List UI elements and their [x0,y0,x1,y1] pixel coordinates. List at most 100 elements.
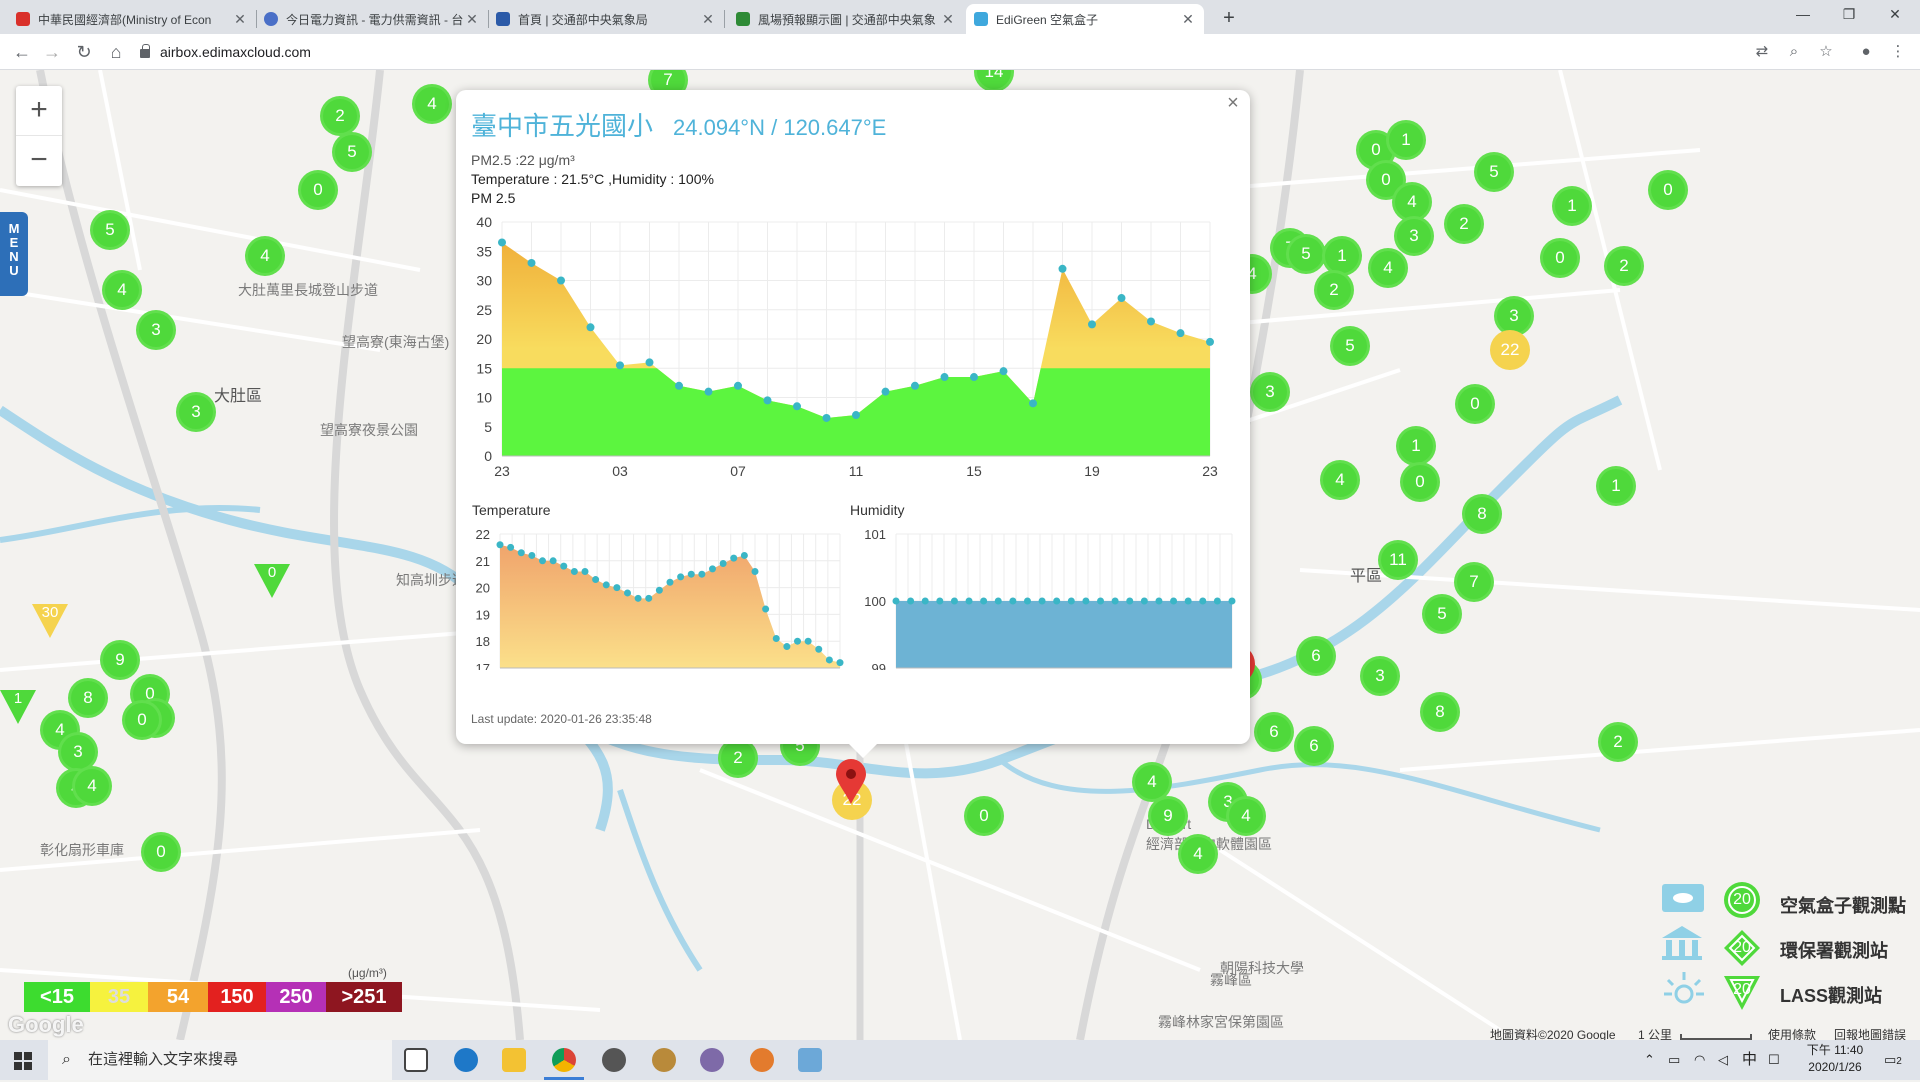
close-tab-icon[interactable]: ✕ [702,10,714,27]
station-cluster[interactable]: 1 [1386,120,1426,160]
volume-icon[interactable]: ◁ [1718,1052,1728,1067]
station-cluster[interactable]: 1 [1596,466,1636,506]
map-pin-icon[interactable] [834,758,868,806]
station-cluster[interactable]: 4 [102,270,142,310]
station-cluster[interactable]: 1 [1396,426,1436,466]
station-cluster[interactable]: 0 [1648,170,1688,210]
station-cluster[interactable]: 5 [332,132,372,172]
zoom-in-button[interactable]: + [16,86,62,136]
lass-station-marker[interactable]: 30 [32,604,68,638]
lass-station-marker[interactable]: 1 [0,690,36,724]
tab-cwb[interactable]: 首頁 | 交通部中央氣象局 ✕ [488,4,724,34]
chrome-icon[interactable] [552,1048,576,1072]
lass-station-marker[interactable]: 0 [254,564,290,598]
battery-icon[interactable]: ▭ [1668,1052,1681,1067]
station-cluster[interactable]: 4 [412,84,452,124]
ime-indicator[interactable]: 中 [1742,1051,1758,1068]
station-cluster[interactable]: 11 [1378,540,1418,580]
station-cluster[interactable]: 9 [1148,796,1188,836]
tab-edigreen[interactable]: EdiGreen 空氣盒子 ✕ [966,4,1204,34]
station-cluster[interactable]: 1 [1552,186,1592,226]
zoom-icon[interactable]: ⌕ [1789,43,1799,60]
station-cluster[interactable]: 7 [1454,562,1494,602]
station-cluster[interactable]: 4 [72,766,112,806]
station-cluster[interactable]: 5 [1474,152,1514,192]
station-cluster[interactable]: 3 [1250,372,1290,412]
app-icon[interactable] [798,1048,822,1072]
station-cluster[interactable]: 4 [1226,796,1266,836]
station-cluster[interactable]: 8 [1420,692,1460,732]
edge-icon[interactable] [454,1048,478,1072]
station-cluster[interactable]: 0 [298,170,338,210]
station-cluster[interactable]: 5 [90,210,130,250]
station-cluster[interactable]: 2 [1604,246,1644,286]
tray-overflow-icon[interactable]: ⌃ [1644,1052,1655,1067]
tab-moea[interactable]: 中華民國經濟部(Ministry of Econ ✕ [8,4,256,34]
station-cluster[interactable]: 6 [1294,726,1334,766]
close-popup-button[interactable]: × [1227,92,1239,114]
report-error-link[interactable]: 回報地圖錯誤 [1834,1028,1907,1042]
station-cluster[interactable]: 2 [718,738,758,778]
station-cluster[interactable]: 3 [176,392,216,432]
tab-taipower[interactable]: 今日電力資訊 - 電力供需資訊 - 台 ✕ [256,4,488,34]
taskbar-search-box[interactable]: ⌕ 在這裡輸入文字來搜尋 [48,1040,392,1080]
station-cluster[interactable]: 4 [1132,762,1172,802]
station-cluster[interactable]: 5 [1286,234,1326,274]
restore-icon[interactable]: ❐ [1842,6,1856,22]
station-cluster[interactable]: 22 [1490,330,1530,370]
station-cluster[interactable]: 4 [1320,460,1360,500]
bookmark-star-icon[interactable]: ☆ [1819,43,1833,60]
station-cluster[interactable]: 0 [1400,462,1440,502]
blender-icon[interactable] [750,1048,774,1072]
station-cluster[interactable]: 4 [1368,248,1408,288]
station-cluster[interactable]: 6 [1296,636,1336,676]
station-cluster[interactable]: 2 [1314,270,1354,310]
station-cluster[interactable]: 6 [1254,712,1294,752]
station-cluster[interactable]: 0 [1455,384,1495,424]
station-cluster[interactable]: 0 [122,700,162,740]
notification-icon[interactable]: ▭2 [1884,1052,1902,1067]
close-tab-icon[interactable]: ✕ [942,10,954,27]
address-bar[interactable]: airbox.edimaxcloud.com [140,39,1740,65]
zoom-out-button[interactable]: − [30,143,48,176]
station-cluster[interactable]: 4 [245,236,285,276]
station-cluster[interactable]: 2 [320,96,360,136]
station-cluster[interactable]: 3 [1394,216,1434,256]
windows-start-icon[interactable] [14,1052,32,1070]
station-cluster[interactable]: 8 [68,678,108,718]
close-tab-icon[interactable]: ✕ [234,10,246,27]
more-menu-icon[interactable]: ⋮ [1890,43,1906,60]
back-icon[interactable]: ← [13,42,31,62]
forward-icon[interactable]: → [43,42,61,62]
minimize-icon[interactable]: — [1796,6,1810,22]
profile-icon[interactable]: ● [1861,43,1871,60]
task-view-icon[interactable] [404,1048,428,1072]
station-cluster[interactable]: 5 [1422,594,1462,634]
close-window-icon[interactable]: ✕ [1889,6,1901,22]
app-icon[interactable] [700,1048,724,1072]
home-icon[interactable]: ⌂ [110,42,122,62]
station-cluster[interactable]: 3 [1360,656,1400,696]
station-cluster[interactable]: 8 [1462,494,1502,534]
tab-wind[interactable]: 風場預報顯示圖 | 交通部中央氣象 ✕ [728,4,964,34]
station-cluster[interactable]: 9 [100,640,140,680]
file-explorer-icon[interactable] [502,1048,526,1072]
tablet-mode-icon[interactable]: ☐ [1768,1052,1780,1067]
close-tab-icon[interactable]: ✕ [1182,10,1194,27]
network-icon[interactable]: ◠ [1694,1052,1706,1067]
app-icon[interactable] [602,1048,626,1072]
station-cluster[interactable]: 0 [964,796,1004,836]
app-icon[interactable] [652,1048,676,1072]
station-cluster[interactable]: 4 [1178,834,1218,874]
translate-icon[interactable]: ⇄ [1755,43,1769,60]
station-cluster[interactable]: 3 [136,310,176,350]
station-cluster[interactable]: 0 [1540,238,1580,278]
station-cluster[interactable]: 5 [1330,326,1370,366]
system-clock[interactable]: 下午 11:40 2020/1/26 [1800,1042,1870,1076]
reload-icon[interactable]: ↻ [76,42,92,62]
station-cluster[interactable]: 0 [141,832,181,872]
station-cluster[interactable]: 2 [1598,722,1638,762]
station-cluster[interactable]: 2 [1444,204,1484,244]
terms-link[interactable]: 使用條款 [1768,1028,1817,1042]
